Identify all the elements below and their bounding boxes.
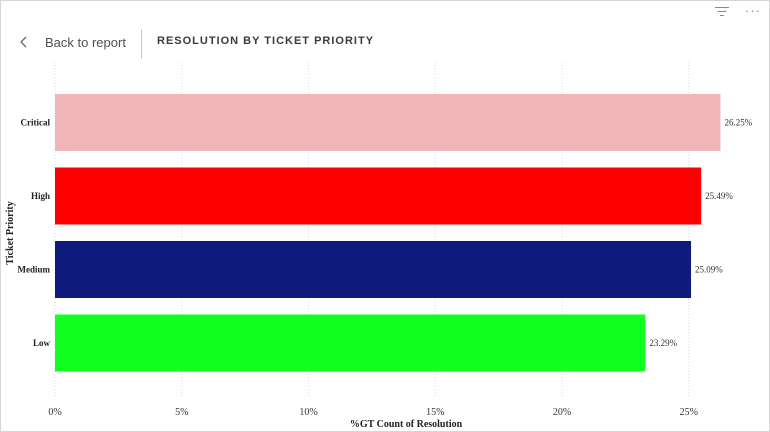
y-axis-title: Ticket Priority bbox=[5, 201, 16, 264]
category-label: High bbox=[31, 191, 50, 201]
x-axis-title: %GT Count of Resolution bbox=[350, 419, 463, 430]
category-label: Low bbox=[33, 338, 51, 348]
chevron-left-icon bbox=[20, 36, 27, 48]
data-label: 23.29% bbox=[649, 338, 677, 348]
back-to-report-label: Back to report bbox=[45, 34, 126, 50]
header-divider bbox=[141, 29, 142, 59]
data-label: 26.25% bbox=[724, 118, 752, 128]
more-options-icon[interactable]: ··· bbox=[745, 3, 761, 18]
filter-icon[interactable] bbox=[715, 5, 729, 17]
back-to-report-button[interactable]: Back to report bbox=[17, 27, 126, 57]
x-tick-label: 25% bbox=[680, 407, 698, 418]
bars: 26.25% 25.49% 25.09% 23.29% bbox=[55, 94, 753, 372]
x-tick-label: 15% bbox=[426, 407, 444, 418]
x-tick-label: 0% bbox=[48, 407, 61, 418]
bar-high[interactable] bbox=[55, 167, 702, 225]
bar-critical[interactable] bbox=[55, 94, 721, 151]
category-labels: Critical High Medium Low bbox=[18, 118, 51, 349]
visual-toolbar: ··· bbox=[715, 3, 761, 18]
data-label: 25.49% bbox=[705, 191, 733, 201]
bar-medium[interactable] bbox=[55, 241, 692, 298]
category-label: Critical bbox=[21, 118, 51, 128]
x-tick-label: 20% bbox=[553, 407, 571, 418]
category-label: Medium bbox=[18, 265, 51, 275]
visual-header: Back to report RESOLUTION BY TICKET PRIO… bbox=[1, 27, 769, 59]
x-tick-labels: 0% 5% 10% 15% 20% 25% bbox=[48, 407, 698, 418]
data-label: 25.09% bbox=[695, 265, 723, 275]
visual-title: RESOLUTION BY TICKET PRIORITY bbox=[157, 35, 375, 47]
bar-low[interactable] bbox=[55, 314, 646, 372]
x-tick-label: 10% bbox=[299, 407, 317, 418]
x-tick-label: 5% bbox=[175, 407, 188, 418]
